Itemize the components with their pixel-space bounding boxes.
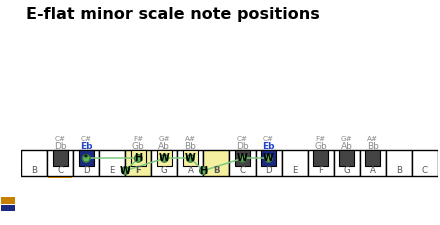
Bar [73,150,99,176]
Text: A: A [370,166,376,175]
Text: W: W [159,153,170,163]
Text: D: D [83,166,89,175]
Bar [256,150,282,176]
Circle shape [239,155,246,162]
Bar [365,150,380,166]
Bar [151,150,177,176]
Text: C#: C# [263,136,274,142]
Text: G#: G# [158,136,170,142]
Circle shape [135,155,142,162]
Bar [412,150,438,176]
Text: A: A [187,166,193,175]
Bar [261,150,276,166]
Text: Bb: Bb [367,142,379,151]
Bar [203,150,230,176]
Bar [157,150,172,166]
Bar [313,150,328,166]
Bar [177,150,203,176]
Text: Gb: Gb [314,142,327,151]
Text: Db: Db [236,142,249,151]
Text: F: F [318,166,323,175]
Bar [131,150,146,166]
Bar [99,150,125,176]
Text: Gb: Gb [132,142,145,151]
Text: Eb: Eb [262,142,275,151]
Text: C: C [422,166,428,175]
Text: C#: C# [81,136,92,142]
Text: Eb: Eb [80,142,92,151]
Text: A#: A# [367,136,378,142]
Text: C#: C# [55,136,66,142]
Text: Bb: Bb [184,142,196,151]
Circle shape [82,155,90,162]
Text: G: G [343,166,350,175]
Bar [235,150,250,166]
Text: C: C [239,166,246,175]
Bar [308,150,334,176]
Text: B: B [213,166,220,175]
Text: basicmusictheory.com: basicmusictheory.com [6,83,11,142]
Text: E-flat minor scale note positions: E-flat minor scale note positions [26,7,319,22]
Text: W: W [263,153,274,163]
Bar [282,150,308,176]
Text: G#: G# [341,136,352,142]
Bar [79,150,94,166]
Text: B: B [31,166,37,175]
Bar [1,197,15,204]
Text: W: W [120,166,131,176]
Text: G: G [161,166,168,175]
Bar [48,177,72,178]
Bar [53,150,68,166]
Bar [1,205,15,211]
Text: E: E [110,166,115,175]
Text: W: W [185,153,196,163]
Bar [230,150,256,176]
Text: Ab: Ab [158,142,170,151]
Text: F#: F# [133,136,143,142]
Text: F#: F# [315,136,326,142]
Circle shape [265,155,272,162]
Bar [339,150,354,166]
Bar [386,150,412,176]
Text: Ab: Ab [341,142,352,151]
Text: C: C [57,166,63,175]
Bar [183,150,198,166]
Text: Db: Db [54,142,66,151]
Circle shape [187,155,194,162]
Bar [125,150,151,176]
Text: W: W [237,153,248,163]
Text: D: D [265,166,272,175]
Circle shape [161,155,168,162]
Bar [359,150,386,176]
Text: C#: C# [237,136,248,142]
Circle shape [200,167,207,174]
Bar [334,150,359,176]
Circle shape [121,167,129,174]
Text: B: B [396,166,402,175]
Text: H: H [134,153,143,163]
Text: F: F [136,166,141,175]
Text: E: E [292,166,297,175]
Text: A#: A# [185,136,196,142]
Text: *: * [84,154,88,163]
Bar [21,150,47,176]
Bar [47,150,73,176]
Text: H: H [199,166,208,176]
